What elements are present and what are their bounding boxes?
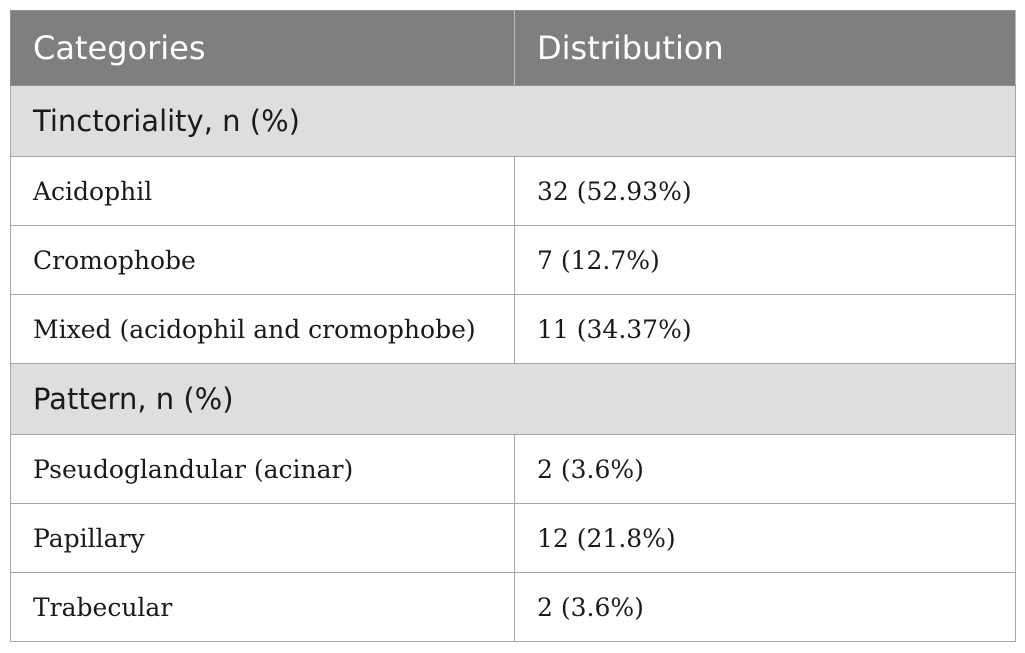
distribution-cell: 2 (3.6%)	[514, 572, 1016, 642]
distribution-cell: 12 (21.8%)	[514, 503, 1016, 573]
table-row: Pseudoglandular (acinar) 2 (3.6%)	[10, 434, 1016, 504]
distribution-cell: 32 (52.93%)	[514, 156, 1016, 226]
category-cell: Trabecular	[10, 572, 515, 642]
data-table: Categories Distribution Tinctoriality, n…	[10, 10, 1016, 642]
category-cell: Mixed (acidophil and cromophobe)	[10, 294, 515, 364]
section-title: Tinctoriality, n (%)	[10, 85, 1016, 157]
category-cell: Pseudoglandular (acinar)	[10, 434, 515, 504]
table-row: Mixed (acidophil and cromophobe) 11 (34.…	[10, 294, 1016, 364]
section-row-pattern: Pattern, n (%)	[10, 363, 1016, 435]
distribution-cell: 2 (3.6%)	[514, 434, 1016, 504]
section-row-tinctoriality: Tinctoriality, n (%)	[10, 85, 1016, 157]
header-distribution: Distribution	[514, 10, 1016, 86]
category-cell: Acidophil	[10, 156, 515, 226]
category-cell: Papillary	[10, 503, 515, 573]
distribution-cell: 11 (34.37%)	[514, 294, 1016, 364]
table-row: Acidophil 32 (52.93%)	[10, 156, 1016, 226]
distribution-cell: 7 (12.7%)	[514, 225, 1016, 295]
section-title: Pattern, n (%)	[10, 363, 1016, 435]
table-row: Cromophobe 7 (12.7%)	[10, 225, 1016, 295]
header-row: Categories Distribution	[10, 10, 1016, 86]
table-row: Trabecular 2 (3.6%)	[10, 572, 1016, 642]
header-categories: Categories	[10, 10, 515, 86]
category-cell: Cromophobe	[10, 225, 515, 295]
table-row: Papillary 12 (21.8%)	[10, 503, 1016, 573]
